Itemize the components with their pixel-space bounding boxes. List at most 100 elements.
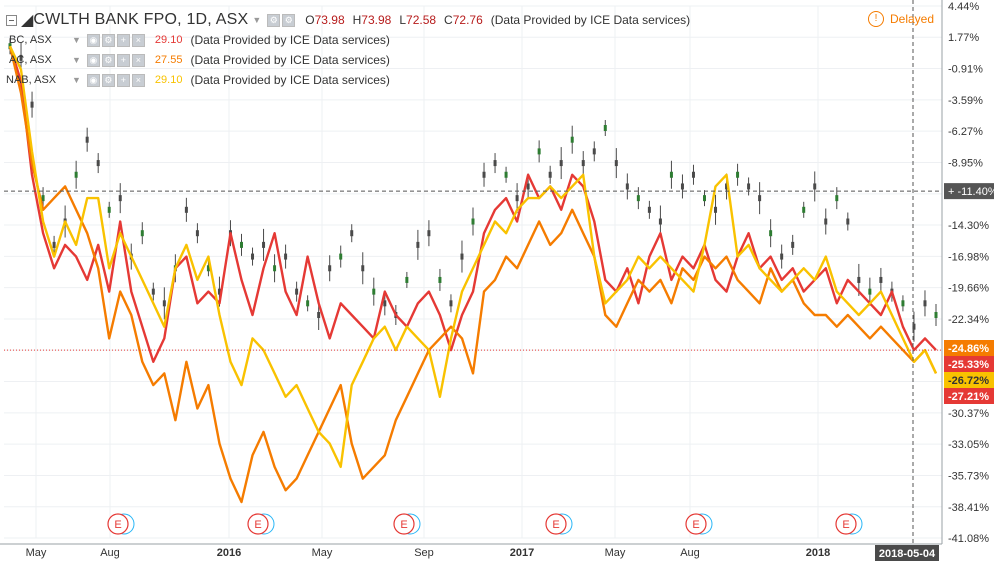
series-nab (8, 45, 938, 469)
plus-icon[interactable]: + (116, 73, 130, 87)
data-source: (Data Provided by ICE Data services) (190, 53, 390, 67)
candle-body (19, 54, 23, 61)
chevron-down-icon[interactable]: ▼ (252, 15, 262, 25)
settings-icon[interactable]: ⚙ (267, 13, 281, 27)
crosshair-date-box (875, 545, 939, 561)
close-icon[interactable]: × (131, 33, 145, 47)
candle-body (725, 183, 729, 190)
ohlc-low: L72.58 (399, 13, 437, 27)
event-marker (685, 513, 707, 535)
data-source: (Data Provided by ICE Data services) (190, 33, 390, 47)
y-tick-label: -6.27% (948, 126, 983, 138)
event-marker (107, 513, 129, 535)
y-tick-label: -16.98% (948, 251, 989, 263)
candle-body (879, 276, 883, 283)
close-icon[interactable]: × (131, 53, 145, 67)
price-label: -25.33% (948, 359, 989, 371)
candle-body (868, 288, 872, 295)
candle-body (471, 218, 475, 225)
event-marker (545, 513, 567, 535)
candle-body (284, 253, 288, 260)
candle-body (328, 265, 332, 272)
flag-icon: ◢ (21, 12, 34, 29)
price-label-box (944, 388, 994, 404)
x-tick-label: May (605, 547, 626, 559)
x-tick-label: Aug (680, 547, 700, 559)
event-marker-label: E (114, 519, 121, 531)
candle-body (427, 230, 431, 237)
candle-body (625, 183, 629, 190)
candle-body (669, 171, 673, 178)
symbol-title[interactable]: CWLTH BANK FPO, 1D, ASX (33, 11, 249, 28)
candle-body (438, 276, 442, 283)
gear-icon[interactable]: ⚙ (282, 13, 296, 27)
candle-body (383, 300, 387, 307)
y-tick-label: -22.34% (948, 314, 989, 326)
candle-body (537, 148, 541, 155)
crosshair-label: + -11.40% (948, 186, 994, 198)
y-tick-label: -14.30% (948, 220, 989, 232)
y-tick-label: -30.37% (948, 408, 989, 420)
event-marker (835, 513, 857, 535)
y-tick-label: -8.95% (948, 157, 983, 169)
candle-body (570, 136, 574, 143)
crosshair-date-label: 2018-05-04 (879, 548, 936, 560)
gear-icon[interactable]: ⚙ (101, 53, 115, 67)
compare-symbol[interactable]: NAB, ASX (6, 74, 57, 86)
gear-icon[interactable]: ⚙ (101, 73, 115, 87)
candle-body (703, 195, 706, 202)
candle-body (714, 206, 718, 213)
series-line (8, 45, 937, 363)
candle-body (350, 230, 354, 237)
legend: ◢ CWLTH BANK FPO, 1D, ASX ▼ ⚙ ⚙ O73.98 H… (6, 10, 690, 90)
event-marker (247, 513, 269, 535)
candle-body (912, 323, 916, 330)
x-tick-label: 2017 (510, 547, 534, 559)
event-marker-label: E (692, 519, 699, 531)
series-anz (8, 45, 937, 363)
candle-body (658, 218, 662, 225)
y-tick-label: -0.91% (948, 64, 983, 76)
event-marker-label: E (842, 519, 849, 531)
plus-icon[interactable]: + (116, 53, 130, 67)
candle-body (405, 276, 409, 283)
collapse-icon[interactable] (6, 14, 17, 26)
eye-icon[interactable]: ◉ (86, 73, 100, 87)
compare-symbol[interactable]: AC, ASX (6, 54, 52, 66)
delayed-badge[interactable]: ! Delayed (868, 11, 934, 27)
candle-body (923, 300, 927, 307)
compare-value: 27.55 (154, 54, 183, 66)
plus-icon[interactable]: + (116, 33, 130, 47)
y-tick-label: -19.66% (948, 283, 989, 295)
candle-body (41, 195, 45, 202)
candle-body (758, 195, 762, 202)
eye-icon[interactable]: ◉ (86, 33, 100, 47)
chevron-down-icon[interactable]: ▼ (72, 55, 81, 65)
candle-body (416, 241, 420, 248)
compare-symbol[interactable]: BC, ASX (6, 34, 52, 46)
candle-body (614, 160, 618, 167)
ohlc-high: H73.98 (352, 13, 392, 27)
candle-body (85, 136, 89, 143)
candle-body (813, 183, 817, 190)
eye-icon[interactable]: ◉ (86, 53, 100, 67)
candle-body (493, 160, 497, 167)
candle-body (184, 206, 188, 213)
candle-body (30, 101, 34, 108)
candle-body (52, 241, 56, 248)
candle-body (361, 265, 365, 272)
gear-icon[interactable]: ⚙ (101, 33, 115, 47)
x-tick-label: May (312, 547, 333, 559)
candle-body (339, 253, 343, 260)
chevron-down-icon[interactable]: ▼ (72, 75, 81, 85)
candle-body (581, 160, 585, 167)
y-tick-label: -33.05% (948, 439, 989, 451)
candle-body (306, 300, 310, 307)
chevron-down-icon[interactable]: ▼ (72, 35, 81, 45)
close-icon[interactable]: × (131, 73, 145, 87)
event-marker-label: E (400, 519, 407, 531)
candle-body (603, 125, 607, 132)
